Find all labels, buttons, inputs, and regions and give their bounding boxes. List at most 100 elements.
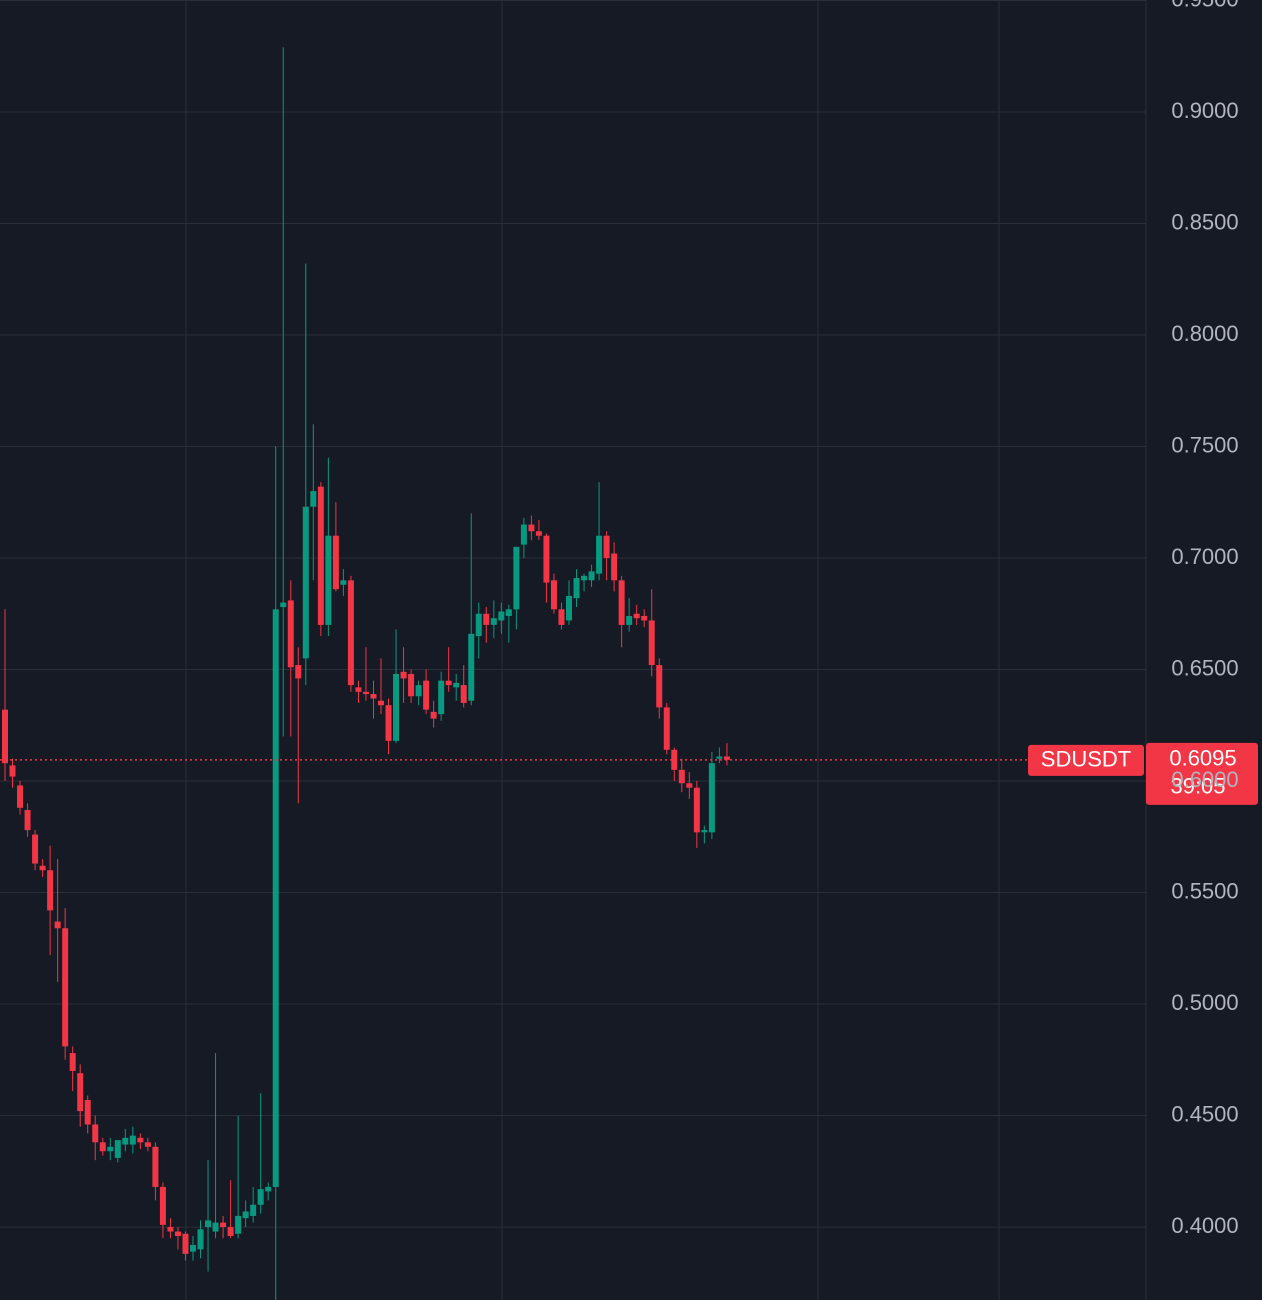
candle-body: [235, 1215, 242, 1234]
candle-body: [54, 921, 61, 929]
candle-body: [355, 687, 362, 692]
candle-body: [513, 546, 520, 610]
candle-body: [438, 680, 445, 715]
y-tick-label: 0.7500: [1171, 432, 1238, 457]
candle-body: [483, 613, 490, 625]
candle-body: [671, 749, 678, 770]
candle-body: [190, 1244, 196, 1252]
candle-body: [535, 531, 542, 536]
candle-body: [693, 787, 700, 833]
candle-body: [265, 1186, 272, 1192]
candle-body: [490, 618, 497, 625]
candle-body: [678, 769, 685, 784]
candle-body: [663, 707, 670, 750]
candle-body: [39, 865, 46, 871]
candle-body: [520, 524, 527, 545]
candle-body: [453, 682, 460, 688]
candle-body: [272, 609, 279, 1187]
y-tick-label: 0.8000: [1171, 321, 1238, 346]
candle-body: [99, 1142, 106, 1152]
candle-body: [686, 783, 693, 788]
candle-body: [347, 580, 354, 686]
candle-body: [460, 685, 467, 703]
candle-body: [573, 578, 580, 599]
symbol-box: [1028, 744, 1144, 776]
candle-body: [701, 830, 708, 833]
candle-body: [498, 611, 505, 621]
candle-body: [566, 595, 572, 621]
candle-body: [302, 506, 309, 659]
candle-body: [257, 1189, 264, 1205]
candle-body: [611, 553, 618, 581]
candle-body: [32, 834, 39, 864]
y-tick-label: 0.6000: [1171, 767, 1238, 792]
candle-body: [468, 633, 475, 701]
y-tick-label: 0.9000: [1171, 98, 1238, 123]
y-tick-label: 0.7000: [1171, 544, 1238, 569]
candle-body: [708, 763, 715, 833]
candle-body: [24, 810, 31, 831]
vertical-grid: [185, 0, 1000, 1300]
candle-body: [69, 1053, 76, 1071]
candle-body: [77, 1073, 84, 1112]
candle-body: [656, 665, 663, 708]
candle-body: [159, 1186, 166, 1225]
candle-body: [212, 1222, 219, 1232]
candle-body: [505, 609, 512, 616]
candle-body: [92, 1124, 99, 1143]
candle-body: [445, 680, 452, 686]
candle-body: [633, 613, 640, 619]
candle-body: [723, 756, 730, 760]
candle-body: [430, 711, 437, 719]
candle-body: [385, 705, 392, 741]
symbol-label: SDUSDT: [1041, 747, 1131, 772]
y-tick-label: 0.5000: [1171, 990, 1238, 1015]
candle-body: [332, 535, 339, 590]
candle-body: [588, 571, 595, 581]
candle-body: [242, 1211, 249, 1219]
candle-body: [310, 491, 317, 507]
horizontal-grid: [0, 0, 1146, 1228]
price-box: [1146, 742, 1258, 805]
candle-body: [641, 615, 648, 621]
candle-body: [122, 1137, 129, 1145]
candle-body: [9, 765, 16, 777]
candle-body: [167, 1227, 174, 1232]
candle-body: [114, 1140, 121, 1158]
candle-body: [287, 600, 294, 668]
candle-body: [415, 685, 422, 697]
candle-body: [581, 575, 588, 581]
candle-body: [205, 1220, 212, 1228]
candle-body: [400, 671, 407, 679]
candle-body: [174, 1231, 181, 1236]
countdown-label: 39:05: [1170, 774, 1225, 799]
candle-body: [152, 1146, 159, 1187]
candle-body: [475, 613, 482, 637]
candle-body: [295, 665, 302, 679]
candle-body: [144, 1142, 151, 1147]
candle-body: [182, 1233, 189, 1254]
candle-body: [17, 785, 24, 808]
y-tick-label: 0.4000: [1171, 1213, 1238, 1238]
candle-body: [618, 580, 625, 625]
candle-body: [197, 1229, 204, 1250]
candle-body: [648, 620, 655, 666]
candle-body: [378, 700, 384, 706]
candle-body: [716, 756, 723, 759]
candle-body: [558, 609, 565, 625]
candle-body: [325, 535, 332, 625]
price-overlay: SDUSDT 0.6095 39:05: [0, 742, 1258, 805]
candle-body: [393, 673, 400, 741]
candle-body: [626, 615, 633, 625]
candle-body: [129, 1135, 136, 1145]
candle-body: [227, 1227, 234, 1236]
candle-body: [107, 1146, 114, 1152]
candle-body: [603, 535, 610, 559]
candle-body: [550, 580, 557, 610]
candle-body: [137, 1137, 144, 1143]
candle-body: [362, 691, 369, 695]
candle-body: [543, 535, 550, 583]
